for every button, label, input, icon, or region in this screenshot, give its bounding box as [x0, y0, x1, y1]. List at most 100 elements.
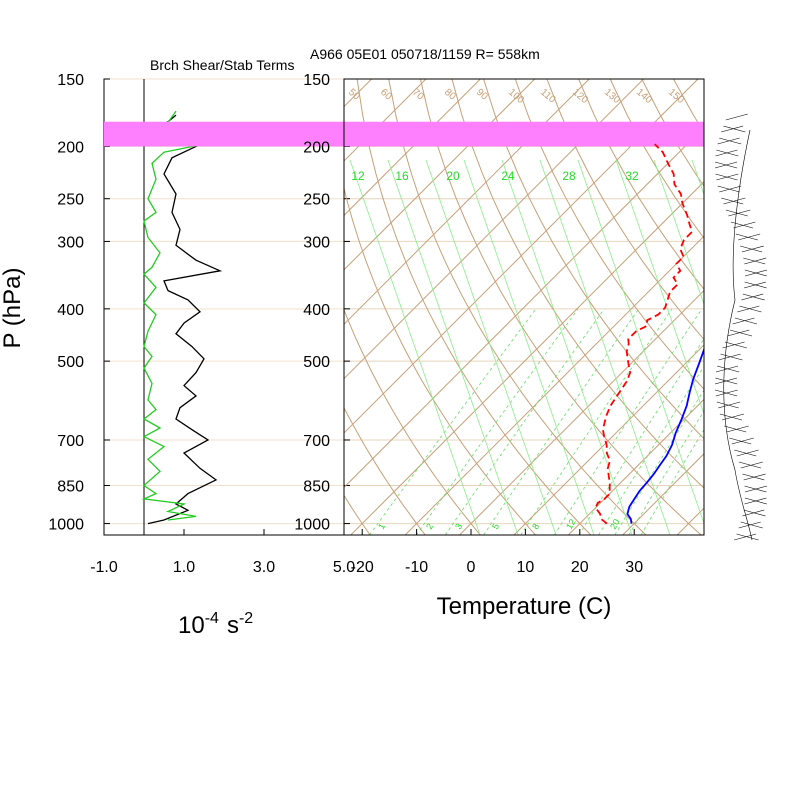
wind-barb	[739, 305, 762, 313]
right-y-tick-label: 1000	[294, 517, 330, 534]
dry-adiabat-line	[344, 308, 481, 535]
wind-barb	[744, 257, 767, 265]
right-y-tick-labels: 150 200 250 300 400 500 700 850 1000	[294, 72, 330, 534]
moist-adiabat-line	[425, 159, 557, 535]
dry-adiabat-label: 90	[474, 87, 490, 103]
left-y-tick-label: 250	[57, 192, 84, 209]
wind-barb	[719, 137, 742, 145]
wind-barb	[738, 461, 761, 469]
dry-adiabat-label: 110	[538, 87, 558, 106]
left-y-tick-label: 850	[57, 478, 84, 495]
wind-barb	[734, 533, 757, 541]
wind-barb	[742, 473, 765, 481]
right-y-tick-label: 300	[303, 234, 330, 251]
mixing-ratio-line	[553, 308, 703, 535]
temperature-tick-label: 20	[571, 559, 589, 576]
left-y-tick-label: 300	[57, 234, 84, 251]
wind-barb	[736, 533, 759, 541]
wind-barb	[726, 425, 749, 433]
skewt-frame	[343, 78, 705, 536]
mixing-ratio-label-top: 12	[351, 169, 365, 183]
left-x-tick-label: 5.0	[333, 559, 355, 576]
dry-adiabat-label: 70	[410, 87, 426, 103]
wind-barb	[735, 233, 758, 241]
moist-adiabat-line	[615, 159, 704, 416]
wind-barb	[728, 209, 751, 217]
wind-barb	[716, 401, 739, 409]
wind-barb	[724, 341, 747, 349]
wind-barb	[721, 197, 744, 205]
mixing-ratio-line	[369, 308, 537, 535]
isotherm-line	[344, 79, 427, 162]
temperature-tick-label: 10	[517, 559, 535, 576]
shear-term-line	[142, 114, 223, 525]
dry-adiabat-label: 50	[346, 87, 362, 103]
wind-barb	[717, 185, 740, 193]
isotherm-line	[676, 507, 704, 535]
right-y-tick-label: 850	[303, 478, 330, 495]
highlight-band	[104, 121, 344, 147]
wind-barb	[740, 521, 763, 529]
mixing-ratio-line	[614, 389, 704, 535]
wind-barb	[734, 449, 757, 457]
moist-adiabat-lines	[349, 159, 704, 535]
temperature-tick-labels: -20 -10 0 10 20 30	[351, 529, 643, 576]
dry-adiabat-line	[451, 79, 704, 489]
mixing-ratio-lines	[369, 308, 704, 535]
wind-barb	[738, 233, 761, 241]
isotherm-line	[344, 79, 536, 271]
mixing-ratio-line	[444, 308, 605, 535]
wind-barb	[740, 461, 763, 469]
units-unit: s	[227, 612, 239, 639]
isotherm-line	[0, 79, 317, 535]
wind-barb	[743, 281, 767, 289]
moist-adiabat-line	[539, 159, 671, 535]
wind-barb	[743, 509, 766, 517]
moist-adiabat-line	[653, 159, 704, 306]
temperature-trace	[626, 347, 704, 524]
dry-adiabat-label: 120	[570, 87, 590, 106]
x-axis-label-units: 10-4 s-2	[178, 610, 253, 639]
mixing-ratio-label-top: 28	[562, 169, 576, 183]
highlight-band-right	[344, 121, 704, 147]
wind-barb	[715, 389, 738, 397]
wind-barb	[714, 161, 738, 169]
dry-adiabat-label: 100	[506, 87, 526, 106]
isotherm-line	[344, 79, 481, 217]
left-x-tick-label: 1.0	[173, 559, 195, 576]
wind-barb	[722, 341, 745, 349]
wind-barb	[741, 245, 764, 253]
isotherm-line	[459, 289, 704, 535]
left-y-tick-label: 1000	[48, 517, 84, 534]
wind-barb-profile	[714, 113, 768, 541]
wind-barb	[744, 497, 767, 505]
left-panel-title: Brch Shear/Stab Terms	[150, 57, 294, 73]
mixing-ratio-label-bottom: 3	[453, 522, 464, 531]
wind-barb	[716, 173, 739, 181]
isotherm-line	[344, 79, 644, 380]
isotherm-line	[732, 79, 800, 535]
y-axis-label: P (hPa)	[0, 268, 26, 349]
left-panel-series	[141, 110, 223, 525]
isotherm-line	[568, 398, 704, 535]
mixing-ratio-label-bottom: 20	[608, 517, 622, 531]
dry-adiabat-line	[356, 79, 592, 535]
wind-barb	[721, 413, 745, 421]
isotherm-line	[0, 79, 263, 535]
wind-barb	[718, 353, 741, 361]
wind-barb	[715, 365, 739, 373]
dry-adiabat-line	[344, 494, 371, 535]
dry-adiabat-line	[768, 79, 800, 535]
right-y-tick-label: 200	[303, 139, 330, 156]
wind-barb	[719, 413, 742, 421]
dry-adiabat-line	[344, 406, 426, 535]
x-axis-label-temperature: Temperature (C)	[437, 593, 612, 620]
moist-adiabat-line	[577, 159, 704, 525]
isotherm-line	[513, 344, 704, 535]
mixing-ratio-label-bottom: 8	[530, 522, 541, 531]
right-panel-title: A966 05E01 050718/1159 R= 558km	[310, 46, 540, 62]
wind-barb	[733, 221, 756, 229]
wind-barb	[723, 125, 746, 133]
dry-adiabat-line	[673, 79, 704, 134]
shear-stability-panel: 150 200 250 300 400 500 700 850 1000 -1.0 1.0 3.0 5…	[48, 72, 355, 576]
